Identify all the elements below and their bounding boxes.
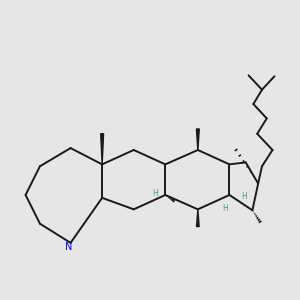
Text: H: H (222, 204, 227, 213)
Polygon shape (196, 129, 199, 150)
Polygon shape (101, 134, 104, 164)
Text: H: H (241, 192, 247, 201)
Polygon shape (196, 209, 199, 226)
Text: H: H (152, 189, 158, 198)
Text: N: N (65, 242, 73, 252)
